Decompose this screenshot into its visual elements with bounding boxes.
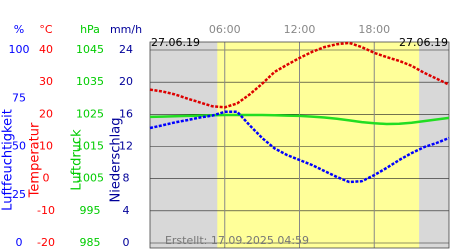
x-tick-label: 18:00	[358, 23, 390, 36]
y-tick-label: 0	[43, 172, 50, 185]
y-tick-label: 0	[123, 236, 130, 249]
y-tick-label: 20	[119, 75, 133, 88]
y-tick-label: 75	[12, 91, 26, 104]
y-tick-label: 0	[16, 236, 23, 249]
y-tick-label: 50	[12, 140, 26, 153]
y-tick-label: 4	[123, 204, 130, 217]
date-right: 27.06.19	[399, 36, 448, 49]
y-tick-label: 12	[119, 140, 133, 153]
y-tick-label: 24	[119, 43, 133, 56]
footer: Erstellt: 17.09.2025 04:59	[165, 234, 309, 247]
y-tick-label: 1005	[76, 172, 104, 185]
axis-title: Luftdruck	[70, 129, 85, 191]
y-tick-label: 40	[39, 43, 53, 56]
y-tick-label: 985	[80, 236, 101, 249]
y-tick-label: 1015	[76, 140, 104, 153]
y-tick-label: 8	[123, 172, 130, 185]
axis-unit: mm/h	[110, 23, 142, 36]
axis-unit: °C	[39, 23, 53, 36]
series-line	[149, 41, 450, 109]
x-tick-label: 06:00	[209, 23, 241, 36]
axis-unit: hPa	[80, 23, 100, 36]
y-tick-label: 1025	[76, 107, 104, 120]
y-tick-label: 16	[119, 107, 133, 120]
y-tick-label: 20	[39, 107, 53, 120]
y-tick-label: 30	[39, 75, 53, 88]
series-line	[149, 110, 450, 184]
date-left: 27.06.19	[151, 36, 200, 49]
y-tick-label: 100	[9, 43, 30, 56]
y-tick-label: 1045	[76, 43, 104, 56]
y-tick-label: 995	[80, 204, 101, 217]
daylight-band	[217, 42, 420, 248]
axis-unit: %	[14, 23, 24, 36]
y-tick-label: 1035	[76, 75, 104, 88]
y-tick-label: 10	[39, 140, 53, 153]
x-tick-label: 12:00	[284, 23, 316, 36]
axis-title: Niederschlag	[109, 118, 124, 203]
plot-frame	[149, 41, 450, 249]
axis-title: Temperatur	[28, 122, 43, 198]
y-tick-label: -20	[37, 236, 55, 249]
series-line	[149, 113, 450, 126]
axis-title: Luftfeuchtigkeit	[1, 109, 16, 211]
y-tick-label: -10	[37, 204, 55, 217]
y-tick-label: 25	[12, 188, 26, 201]
